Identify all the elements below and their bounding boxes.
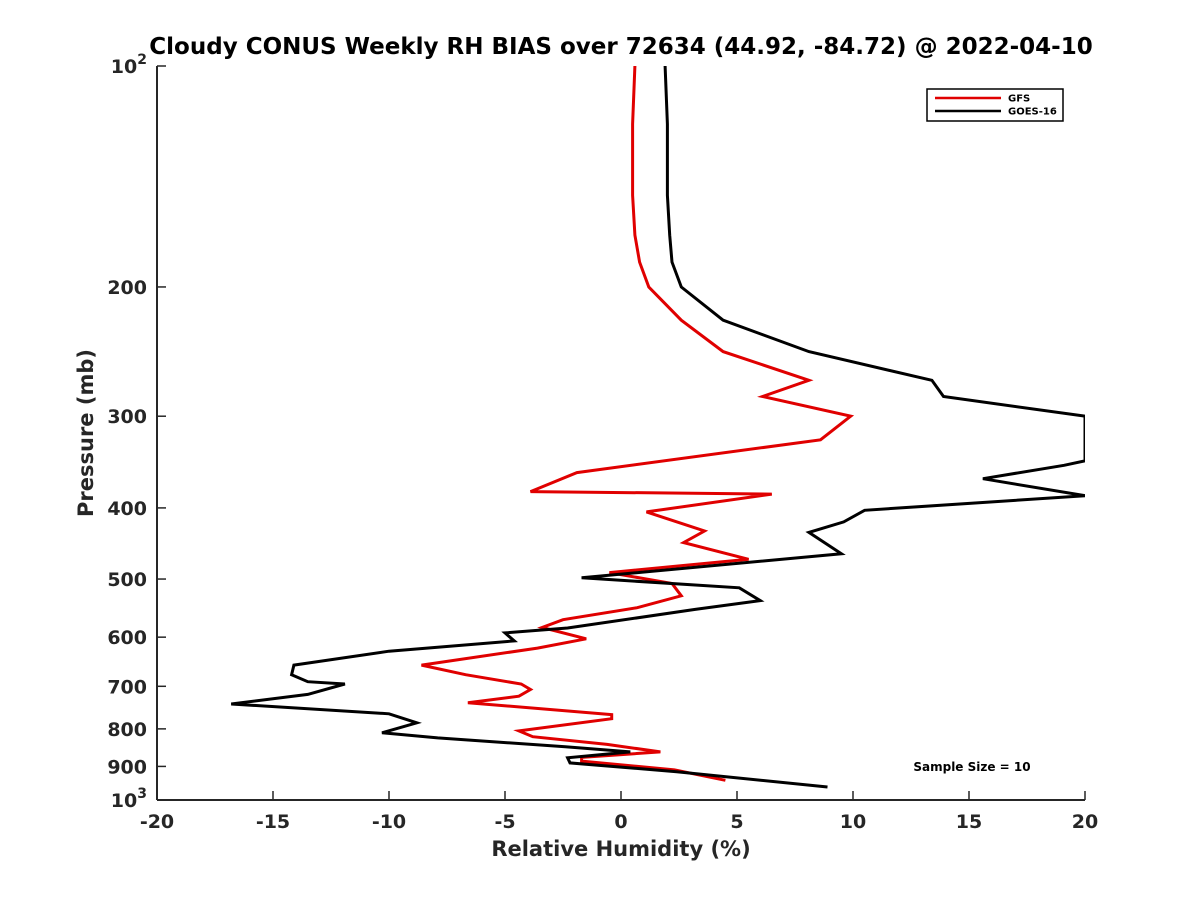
x-tick-label: 20 (1072, 811, 1098, 833)
x-tick-label: 0 (614, 811, 627, 833)
x-tick-label: -5 (494, 811, 515, 833)
legend: GFS GOES-16 (926, 88, 1064, 122)
series-layer (231, 66, 1085, 789)
x-axis-label: Relative Humidity (%) (491, 837, 750, 861)
series-line-goes16 (231, 66, 1085, 789)
x-tick-label: -20 (140, 811, 174, 833)
y-tick-label: 200 (107, 277, 147, 299)
x-tick-label: -15 (256, 811, 290, 833)
y-axis-label: Pressure (mb) (74, 349, 98, 517)
y-tick-label: 800 (107, 719, 147, 741)
legend-label-gfs: GFS (1008, 94, 1030, 105)
y-tick-label: 900 (107, 756, 147, 778)
legend-label-goes16: GOES-16 (1008, 107, 1057, 118)
y-tick-label: 700 (107, 676, 147, 698)
x-tick-label: 5 (730, 811, 743, 833)
axes-layer (156, 65, 1086, 801)
y-tick-label: 500 (107, 569, 147, 591)
plot-area (157, 66, 1085, 800)
chart-title: Cloudy CONUS Weekly RH BIAS over 72634 (… (149, 34, 1092, 60)
y-tick-label: 600 (107, 627, 147, 649)
y-tick-label: 102 (111, 52, 147, 78)
y-tick-label: 103 (111, 786, 147, 812)
sample-size-annotation: Sample Size = 10 (913, 760, 1030, 774)
y-tick-label: 400 (107, 498, 147, 520)
x-tick-label: 15 (956, 811, 982, 833)
legend-box (926, 88, 1064, 122)
x-tick-labels: -20 -15 -10 -5 0 5 10 15 20 (140, 811, 1098, 833)
x-tick-label: 10 (840, 811, 866, 833)
y-tick-labels: 102 200 300 400 500 600 700 800 900 103 (107, 52, 147, 812)
y-tick-label: 300 (107, 406, 147, 428)
series-line-gfs (421, 66, 855, 782)
x-tick-label: -10 (372, 811, 406, 833)
